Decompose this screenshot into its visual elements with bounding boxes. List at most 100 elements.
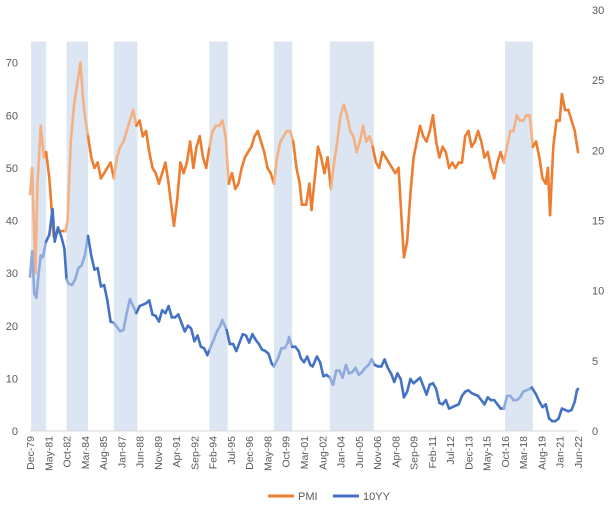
series-line-segment-10yy: [276, 346, 283, 360]
series-line-segment-10yy: [37, 254, 43, 276]
series-line-segment-pmi: [476, 129, 483, 143]
series-line-segment-10yy: [502, 394, 509, 410]
x-tick-label: May-98: [262, 436, 274, 471]
x-tick-label: May-81: [43, 436, 55, 471]
series-line-segment-10yy: [575, 387, 580, 392]
series-line-segment-pmi: [534, 140, 541, 159]
x-tick-label: Oct-16: [500, 436, 512, 468]
series-line-segment-10yy: [106, 299, 112, 323]
series-line-segment-pmi: [34, 182, 39, 275]
x-tick-label: Feb-94: [208, 436, 220, 469]
series-line-segment-pmi: [332, 140, 339, 164]
series-line-segment-pmi: [262, 150, 269, 170]
series-line-segment-pmi: [316, 145, 323, 159]
series-line-segment-10yy: [272, 356, 280, 368]
x-tick-label: Sep-92: [189, 436, 201, 470]
x-tick-label: Dec-79: [25, 436, 37, 470]
series-line-segment-pmi: [122, 129, 129, 143]
series-line-segment-10yy: [434, 387, 441, 405]
series-line-segment-pmi: [69, 103, 76, 143]
y-left-tick-label: 20: [6, 321, 18, 333]
series-line-segment-10yy: [63, 247, 68, 281]
x-tick-label: Nov-06: [372, 436, 384, 470]
series-line-segment-pmi: [336, 113, 342, 143]
series-line-segment-pmi: [399, 203, 406, 259]
y-left-tick-label: 60: [6, 110, 18, 122]
series-line-segment-10yy: [41, 240, 48, 259]
x-tick-label: Mar-01: [299, 436, 311, 469]
series-line-segment-pmi: [345, 113, 352, 133]
series-line-segment-pmi: [288, 129, 295, 143]
series-line-segment-pmi: [402, 240, 409, 259]
series-line-segment-pmi: [486, 150, 493, 170]
series-line-segment-10yy: [344, 363, 351, 375]
series-line-segment-10yy: [267, 352, 274, 365]
series-line-segment-pmi: [467, 129, 473, 149]
series-line-segment-pmi: [412, 140, 419, 159]
series-line-segment-pmi: [164, 161, 170, 185]
series-line-segment-10yy: [80, 254, 87, 267]
series-line-segment-pmi: [405, 192, 412, 243]
series-line-segment-pmi: [81, 92, 87, 117]
x-tick-label: Aug-85: [98, 436, 110, 470]
series-line-segment-pmi: [397, 166, 403, 207]
series-line-segment-pmi: [329, 161, 336, 191]
series-line-segment-pmi: [240, 156, 247, 170]
series-line-segment-10yy: [167, 304, 174, 319]
x-tick-label: Jun-05: [354, 436, 366, 468]
series-line-segment-pmi: [377, 150, 384, 170]
shaded-period: [504, 41, 533, 431]
y-right-tick-label: 5: [592, 356, 598, 368]
series-line-segment-10yy: [73, 266, 80, 281]
series-line-segment-pmi: [512, 113, 519, 133]
series-line-segment-pmi: [479, 140, 486, 159]
series-line-segment-pmi: [295, 166, 302, 185]
series-line-segment-pmi: [567, 108, 573, 122]
series-line-segment-pmi: [39, 124, 46, 159]
series-line-segment-10yy: [102, 283, 109, 302]
series-line-segment-10yy: [405, 377, 412, 394]
series-line-segment-pmi: [313, 145, 320, 180]
series-line-segment-10yy: [196, 334, 203, 349]
series-line-segment-10yy: [318, 360, 325, 378]
series-line-segment-10yy: [53, 226, 60, 243]
legend-label-pmi: PMI: [298, 491, 318, 503]
series-line-segment-pmi: [409, 156, 415, 196]
series-line-segment-pmi: [86, 135, 93, 159]
series-line-segment-10yy: [122, 311, 129, 332]
series-line-segment-pmi: [259, 140, 266, 154]
series-line-segment-pmi: [192, 145, 198, 170]
x-tick-label: Jun-88: [135, 436, 147, 468]
y-left-tick-label: 40: [6, 216, 18, 228]
series-line-segment-10yy: [125, 297, 132, 315]
shaded-period: [113, 41, 138, 431]
x-tick-label: Jan-04: [336, 436, 348, 468]
x-tick-label: Aug-02: [317, 436, 329, 470]
series-group: [28, 61, 580, 423]
series-line-segment-pmi: [96, 161, 103, 180]
series-line-segment-pmi: [157, 171, 164, 185]
legend: PMI 10YY: [268, 491, 391, 503]
series-line-segment-10yy: [383, 358, 390, 370]
series-line-segment-10yy: [30, 250, 36, 295]
series-line-segment-10yy: [425, 383, 432, 396]
series-line-segment-10yy: [147, 299, 154, 316]
y-right-tick-label: 15: [592, 216, 604, 228]
series-line-segment-pmi: [250, 135, 256, 149]
series-line-segment-pmi: [237, 166, 243, 185]
series-line-segment-pmi: [548, 145, 555, 217]
x-tick-label: Oct-99: [281, 436, 293, 468]
series-line-segment-10yy: [225, 328, 232, 346]
series-line-segment-pmi: [418, 124, 425, 138]
series-line-segment-pmi: [138, 119, 145, 138]
series-line-segment-pmi: [79, 61, 84, 96]
series-line-segment-pmi: [570, 119, 577, 133]
x-tick-label: Sep-09: [409, 436, 421, 470]
series-line-segment-pmi: [492, 161, 499, 180]
series-line-segment-pmi: [502, 145, 509, 164]
series-line-segment-pmi: [224, 135, 231, 185]
series-line-segment-pmi: [83, 113, 90, 138]
series-line-segment-pmi: [115, 145, 122, 159]
shaded-period: [66, 41, 89, 431]
